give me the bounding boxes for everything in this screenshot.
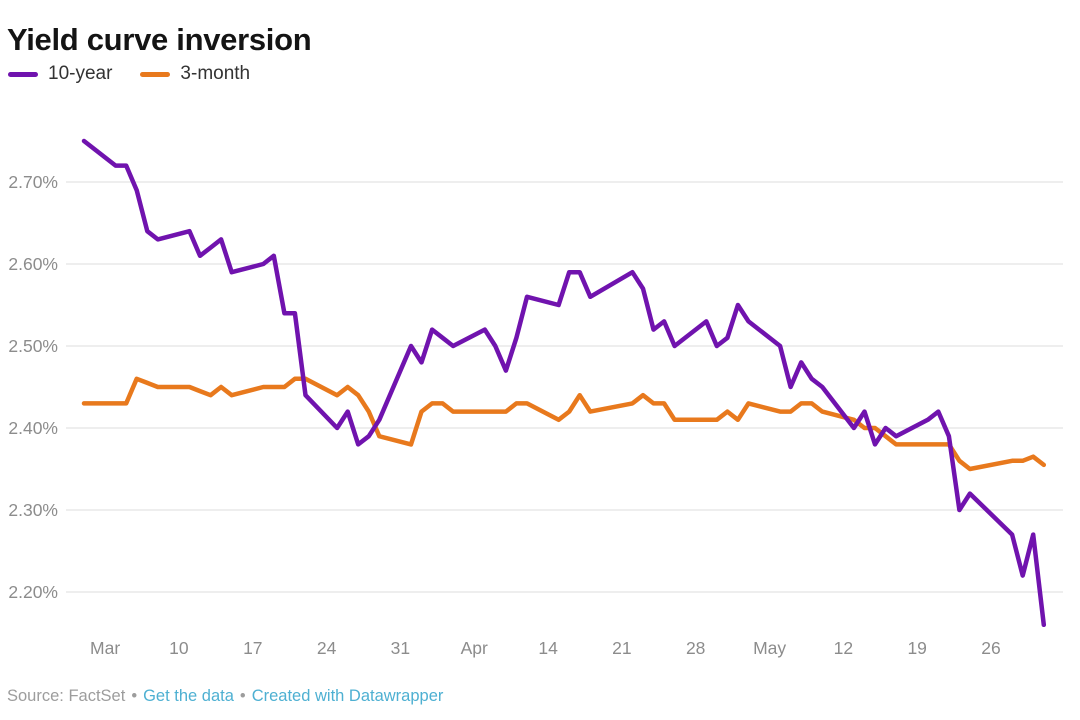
x-axis-tick-Mar: Mar [90,638,120,658]
x-axis-tick-19: 19 [907,638,926,658]
legend-item-3-month: 3-month [140,63,250,85]
footer: Source: FactSet • Get the data • Created wit… [7,687,443,706]
legend-item-10-year: 10-year [8,63,112,85]
series-line-3-month [81,376,1047,472]
series-line-10-year [81,138,1047,628]
get-the-data-link[interactable]: Get the data [143,687,234,705]
y-axis-tick-2.70%: 2.70% [8,172,58,192]
x-axis-tick-21: 21 [612,638,631,658]
x-axis-tick-10: 10 [169,638,189,658]
y-axis-tick-2.50%: 2.50% [8,336,58,356]
legend-swatch-3-month-icon [140,71,171,77]
x-axis-tick-17: 17 [243,638,262,658]
x-axis-tick-26: 26 [981,638,1000,658]
legend-label-3-month: 3-month [180,63,251,84]
page-title: Yield curve inversion [7,21,312,57]
legend-swatch-10-year-icon [8,71,38,77]
y-axis-tick-2.30%: 2.30% [8,500,58,520]
footer-separator: • [131,687,138,705]
x-axis-tick-31: 31 [391,638,410,658]
y-axis-tick-2.60%: 2.60% [8,254,58,274]
x-axis-tick-24: 24 [317,638,337,658]
y-axis-tick-2.40%: 2.40% [8,418,58,438]
legend-label-10-year: 10-year [48,63,113,84]
y-axis-tick-2.20%: 2.20% [8,582,58,602]
x-axis-tick-12: 12 [834,638,853,658]
source-text: Source: FactSet [7,687,126,705]
x-axis-tick-Apr: Apr [461,638,488,658]
datawrapper-credit-link[interactable]: Created with Datawrapper [251,687,444,705]
legend: 10-year 3-month [8,63,250,85]
footer-separator: • [239,687,246,705]
x-axis-tick-May: May [753,638,786,658]
x-axis-tick-28: 28 [686,638,705,658]
x-axis-tick-14: 14 [538,638,558,658]
